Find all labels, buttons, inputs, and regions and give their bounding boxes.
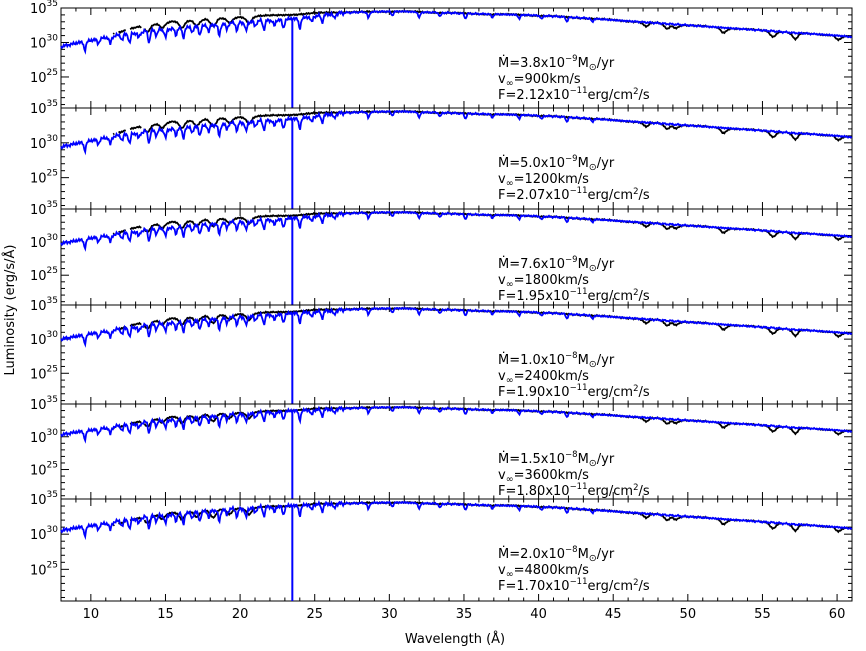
flux-label: F=1.90x10−11erg/cm2/s (498, 383, 650, 400)
x-tick-label: 45 (605, 607, 622, 622)
flux-label: F=1.95x10−11erg/cm2/s (498, 287, 650, 304)
x-tick-label: 40 (530, 607, 547, 622)
y-tick-label: 1035 (30, 395, 58, 413)
y-tick-label: 1035 (30, 296, 58, 314)
x-tick-label: 15 (157, 607, 174, 622)
panel-6: 1025 1030 1035 10 15 20 25 30 35 40 45 50 55 60 Ṁ=2.0x… (30, 490, 853, 622)
panel-frame (60, 208, 853, 306)
flux-label: F=1.80x10−11erg/cm2/s (498, 482, 650, 499)
x-tick-label: 25 (306, 607, 323, 622)
panel-frame (60, 304, 853, 405)
panel-frame (60, 107, 853, 210)
panel-3: 1025 1030 1035 Ṁ=7.6x10−9M⊙/yrv∞=1800km/sF=… (30, 200, 853, 306)
y-tick-label: 1030 (30, 525, 58, 543)
x-tick-label: 20 (232, 607, 249, 622)
panel-5: 1025 1030 1035 Ṁ=1.5x10−8M⊙/yrv∞=3600km/sF=… (30, 395, 853, 500)
mdot-label: Ṁ=2.0x10−8M⊙/yr (498, 545, 615, 564)
x-axis-title: Wavelength (Å) (405, 631, 505, 647)
observed-spectrum-line (60, 499, 853, 541)
y-tick-label: 1030 (30, 233, 58, 251)
y-tick-label: 1035 (30, 200, 58, 218)
vinf-label: v∞=3600km/s (498, 468, 589, 485)
mdot-label: Ṁ=3.8x10−9M⊙/yr (498, 54, 615, 73)
observed-spectrum-line (60, 9, 853, 55)
x-tick-label: 55 (754, 607, 771, 622)
y-tick-label: 1030 (30, 33, 58, 51)
y-tick-label: 1025 (30, 169, 58, 187)
y-tick-label: 1025 (30, 560, 58, 578)
observed-spectrum-line (60, 109, 853, 156)
flux-label: F=2.07x10−11erg/cm2/s (498, 186, 650, 203)
flux-label: F=1.70x10−11erg/cm2/s (498, 577, 650, 594)
x-tick-label: 30 (381, 607, 398, 622)
y-tick-label: 1030 (30, 330, 58, 348)
y-tick-label: 1030 (30, 134, 58, 152)
vinf-label: v∞=1200km/s (498, 172, 589, 189)
mdot-label: Ṁ=5.0x10−9M⊙/yr (498, 154, 615, 173)
y-tick-label: 1035 (30, 0, 58, 17)
flux-label: F=2.12x10−11erg/cm2/s (498, 86, 650, 103)
observed-spectrum-line (60, 210, 853, 252)
vinf-label: v∞=4800km/s (498, 563, 589, 580)
observed-spectrum-line (60, 405, 853, 444)
mdot-label: Ṁ=1.5x10−8M⊙/yr (498, 450, 615, 469)
mdot-label: Ṁ=1.0x10−8M⊙/yr (498, 351, 615, 370)
y-tick-label: 1025 (30, 68, 58, 86)
y-axis-title: Luminosity (erg/s/Å) (2, 245, 18, 376)
y-tick-label: 1025 (30, 364, 58, 382)
y-tick-label: 1025 (30, 461, 58, 479)
x-tick-label: 10 (83, 607, 100, 622)
y-tick-label: 1030 (30, 428, 58, 446)
observed-spectrum-line (60, 306, 853, 348)
y-tick-label: 1035 (30, 99, 58, 117)
y-tick-label: 1035 (30, 490, 58, 508)
vinf-label: v∞=1800km/s (498, 273, 589, 290)
y-tick-label: 1025 (30, 266, 58, 284)
panel-4: 1025 1030 1035 Ṁ=1.0x10−8M⊙/yrv∞=2400km/sF=… (30, 296, 853, 405)
x-tick-label: 50 (680, 607, 697, 622)
vinf-label: v∞=2400km/s (498, 369, 589, 386)
vinf-label: v∞=900km/s (498, 72, 581, 89)
x-tick-label: 60 (829, 607, 846, 622)
panel-2: 1025 1030 1035 Ṁ=5.0x10−9M⊙/yrv∞=1200km/sF=… (30, 99, 853, 210)
panel-frame (60, 403, 853, 500)
panel-frame (60, 7, 853, 109)
panel-1: 1025 1030 1035 Ṁ=3.8x10−9M⊙/yrv∞=900km/sF=2… (30, 0, 853, 109)
x-tick-label: 35 (456, 607, 473, 622)
mdot-label: Ṁ=7.6x10−9M⊙/yr (498, 255, 615, 274)
